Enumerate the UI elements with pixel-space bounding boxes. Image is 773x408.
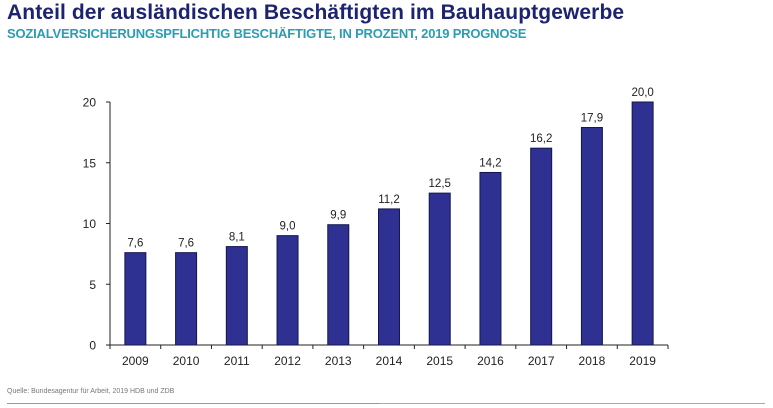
x-tick-label: 2010 — [173, 354, 200, 368]
source-note: Quelle: Bundesagentur für Arbeit, 2019 H… — [7, 388, 175, 395]
x-tick-label: 2014 — [376, 354, 403, 368]
bar-2011 — [225, 246, 248, 346]
bar-2018 — [580, 127, 603, 346]
x-tick-label: 2015 — [426, 354, 453, 368]
y-tick-label: 20 — [83, 96, 97, 110]
chart-subtitle: SOZIALVERSICHERUNGSPFLICHTIG BESCHÄFTIGT… — [7, 26, 527, 41]
data-label-2016: 14,2 — [479, 157, 501, 169]
x-axis: 2009 2010 2011 2012 2013 2014 2015 2016 2017 2018… — [106, 344, 669, 368]
data-label-2011: 8,1 — [229, 232, 245, 244]
footer-divider — [7, 403, 389, 404]
footer-divider-right — [380, 403, 765, 404]
y-tick-label: 0 — [89, 339, 96, 353]
y-tick-label: 5 — [89, 278, 96, 292]
x-tick-label: 2012 — [274, 354, 301, 368]
bar-2013 — [327, 224, 350, 346]
x-tick-label: 2018 — [579, 354, 606, 368]
bar-2017 — [530, 147, 553, 346]
data-label-2009: 7,6 — [127, 238, 143, 250]
bar-2010 — [175, 252, 198, 346]
data-labels: 7,6 7,6 8,1 9,0 9,9 11,2 12,5 14,2 16,2 17,9 20,0 — [127, 87, 653, 250]
data-label-2014: 11,2 — [378, 194, 400, 206]
data-label-2017: 16,2 — [530, 133, 552, 145]
data-label-2018: 17,9 — [581, 113, 603, 125]
bar-2009 — [124, 252, 147, 346]
x-tick-label: 2011 — [224, 354, 250, 368]
x-tick-label: 2017 — [528, 354, 555, 368]
bar-2014 — [378, 208, 400, 346]
bar-2019 — [631, 101, 654, 346]
chart-title: Anteil der ausländischen Beschäftigten i… — [7, 1, 625, 24]
data-label-2012: 9,0 — [280, 221, 296, 233]
bar-2016 — [479, 171, 502, 346]
x-tick-label: 2016 — [477, 354, 504, 368]
bar-2012 — [276, 235, 299, 346]
y-tick-label: 15 — [83, 156, 97, 170]
data-label-2013: 9,9 — [330, 210, 346, 222]
x-tick-label: 2019 — [629, 354, 656, 368]
x-tick-label: 2013 — [325, 354, 352, 368]
bars — [124, 101, 654, 346]
y-axis: 0 5 10 15 20 — [83, 96, 111, 353]
bar-2015 — [428, 192, 451, 346]
data-label-2010: 7,6 — [178, 238, 194, 250]
data-label-2019: 20,0 — [631, 87, 653, 99]
data-label-2015: 12,5 — [429, 178, 451, 190]
x-tick-label: 2009 — [122, 354, 149, 368]
y-tick-label: 10 — [83, 217, 97, 231]
